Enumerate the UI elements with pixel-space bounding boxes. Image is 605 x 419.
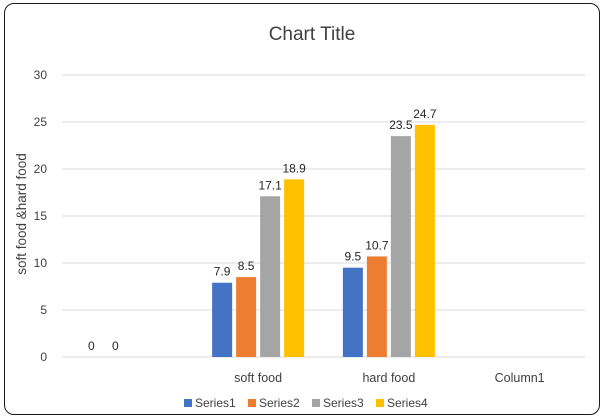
legend-label: Series2 — [259, 396, 300, 410]
bar — [284, 179, 305, 357]
data-label: 7.9 — [214, 265, 231, 279]
y-tick-label: 15 — [34, 209, 48, 223]
data-label: 8.5 — [238, 259, 255, 273]
y-tick-label: 25 — [34, 115, 48, 129]
data-label: 23.5 — [389, 118, 413, 132]
y-tick-label: 5 — [40, 303, 47, 317]
x-category-label: soft food — [234, 371, 282, 385]
chart-title: Chart Title — [269, 24, 356, 45]
legend-swatch — [248, 399, 256, 407]
x-category-label: Column1 — [495, 371, 545, 385]
bar — [390, 136, 411, 357]
legend: Series1 Series2 Series3 Series4 — [184, 396, 428, 410]
bar — [212, 282, 233, 357]
y-tick-label: 0 — [40, 350, 47, 364]
legend-swatch — [312, 399, 320, 407]
data-label: 10.7 — [365, 238, 389, 252]
bars — [212, 124, 435, 357]
data-label: 0 — [88, 339, 95, 353]
y-tick-label: 20 — [34, 162, 48, 176]
gridlines — [62, 74, 585, 358]
y-axis-ticks: 0 5 10 15 20 25 30 — [34, 68, 48, 364]
bar — [236, 277, 257, 357]
x-axis-categories: soft food hard food Column1 — [234, 371, 545, 385]
data-label: 18.9 — [282, 161, 306, 175]
y-axis-label: soft food &hard food — [14, 153, 29, 275]
bar — [342, 267, 363, 357]
bar — [260, 196, 281, 357]
legend-label: Series1 — [195, 396, 236, 410]
data-labels: 0 0 7.9 8.5 17.118.9 9.510.7 23.524.7 — [88, 107, 437, 353]
legend-swatch — [376, 399, 384, 407]
legend-label: Series4 — [387, 396, 428, 410]
y-tick-label: 10 — [34, 256, 48, 270]
bar — [414, 124, 435, 357]
data-label: 17.1 — [258, 178, 282, 192]
legend-label: Series3 — [323, 396, 364, 410]
y-tick-label: 30 — [34, 68, 48, 82]
data-label: 0 — [112, 339, 119, 353]
data-label: 9.5 — [345, 250, 362, 264]
x-category-label: hard food — [362, 371, 415, 385]
data-label: 24.7 — [413, 107, 437, 121]
bar — [366, 256, 387, 357]
legend-swatch — [184, 399, 192, 407]
